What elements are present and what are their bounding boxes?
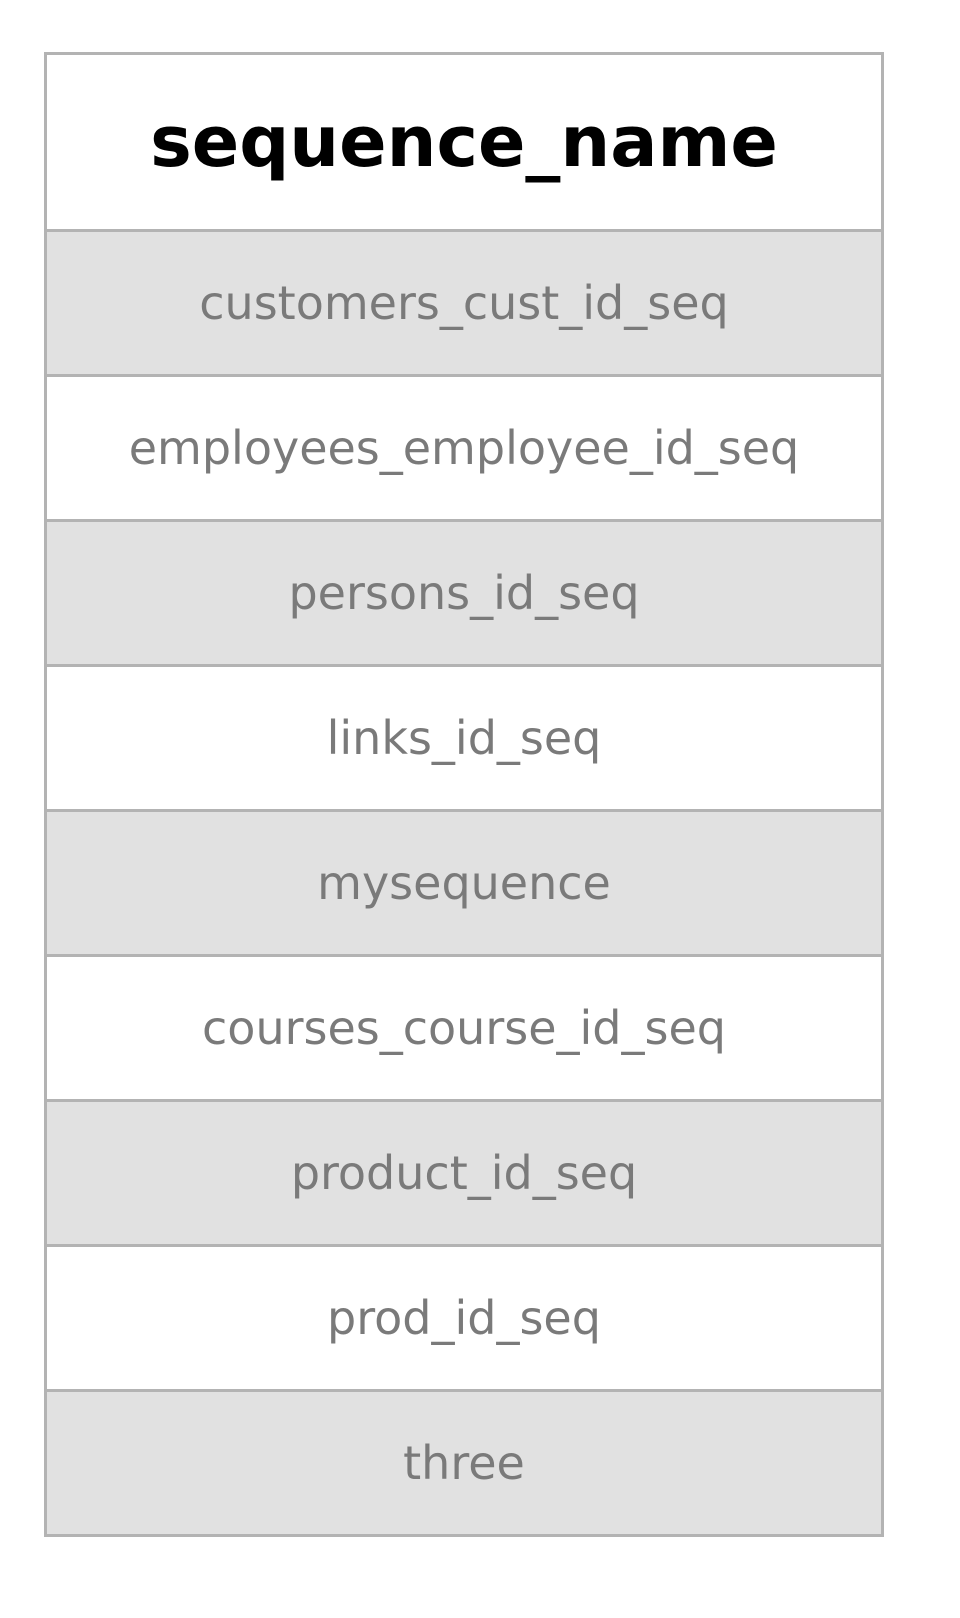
- table-header-row: sequence_name: [44, 52, 884, 232]
- table-row: mysequence: [44, 809, 884, 957]
- table-cell: product_id_seq: [44, 1099, 884, 1247]
- table-row: employees_employee_id_seq: [44, 374, 884, 522]
- table-cell: mysequence: [44, 809, 884, 957]
- table-row: links_id_seq: [44, 664, 884, 812]
- table-cell: links_id_seq: [44, 664, 884, 812]
- table-cell: prod_id_seq: [44, 1244, 884, 1392]
- table-cell: courses_course_id_seq: [44, 954, 884, 1102]
- table-row: courses_course_id_seq: [44, 954, 884, 1102]
- table-cell: three: [44, 1389, 884, 1537]
- table-row: product_id_seq: [44, 1099, 884, 1247]
- table-cell: employees_employee_id_seq: [44, 374, 884, 522]
- table-cell: persons_id_seq: [44, 519, 884, 667]
- sequence-table-container: sequence_name customers_cust_id_seq empl…: [44, 52, 884, 1537]
- table-row: three: [44, 1389, 884, 1537]
- column-header-sequence-name: sequence_name: [44, 52, 884, 232]
- table-row: customers_cust_id_seq: [44, 229, 884, 377]
- table-cell: customers_cust_id_seq: [44, 229, 884, 377]
- table-row: persons_id_seq: [44, 519, 884, 667]
- table-row: prod_id_seq: [44, 1244, 884, 1392]
- sequence-table: sequence_name customers_cust_id_seq empl…: [44, 52, 884, 1537]
